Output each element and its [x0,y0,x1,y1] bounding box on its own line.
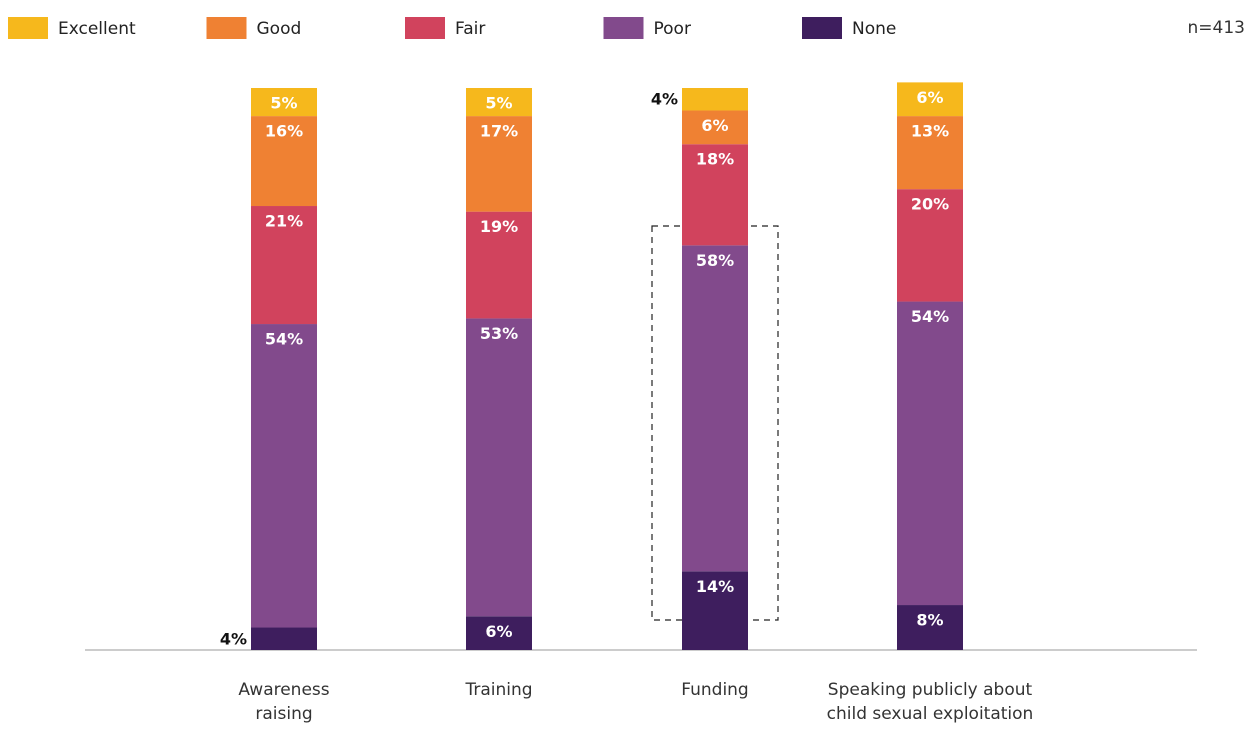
legend-label: None [852,19,896,39]
bar-segment [251,206,317,325]
value-label: 6% [916,88,943,107]
bar-segment [682,571,748,650]
category-label: Awareness raising [238,680,330,724]
value-label: 19% [480,217,518,236]
value-label: 5% [485,94,512,113]
legend-label: Excellent [58,19,136,39]
sample-size-note: n=413 [1188,18,1245,38]
legend-label: Poor [654,19,691,39]
bar-segment [897,82,963,117]
value-label: 16% [265,122,303,141]
bar-segment [251,324,317,628]
bar-segment [682,88,748,111]
value-label: 21% [265,212,303,231]
legend-swatch [206,17,247,39]
bar-segment [251,116,317,207]
bar-segment [897,301,963,606]
bar-segment [897,116,963,190]
value-label: 4% [651,90,678,109]
bar-segment [682,245,748,572]
bar-segment [682,110,748,145]
value-label: 58% [696,251,734,270]
legend-label: Good [257,19,302,39]
value-label: 20% [911,195,949,214]
value-label: 17% [480,122,518,141]
value-label: 13% [911,122,949,141]
bar-segment [251,627,317,650]
bar-segment [897,189,963,302]
legend-swatch [603,17,644,39]
category-label: Training [465,680,533,700]
value-label: 54% [265,330,303,349]
category-label: Funding [681,680,749,700]
category-label: Speaking publicly about child sexual exp… [826,680,1034,724]
value-label: 4% [220,629,247,648]
legend-label: Fair [455,19,485,39]
value-label: 14% [696,577,734,596]
legend-swatch [8,17,48,39]
legend-swatch [802,17,842,39]
bar-segment [897,605,963,650]
bar-segment [466,616,532,650]
value-label: 6% [485,622,512,641]
bar-segment [682,144,748,246]
bar-segment [466,318,532,617]
bar-segment [466,211,532,319]
value-label: 6% [701,116,728,135]
value-label: 54% [911,307,949,326]
value-label: 53% [480,324,518,343]
value-label: 5% [270,94,297,113]
bar-segment [251,88,317,117]
value-label: 18% [696,150,734,169]
value-label: 8% [916,611,943,630]
legend-swatch [405,17,445,39]
bar-segment [466,88,532,117]
bar-segment [466,116,532,212]
